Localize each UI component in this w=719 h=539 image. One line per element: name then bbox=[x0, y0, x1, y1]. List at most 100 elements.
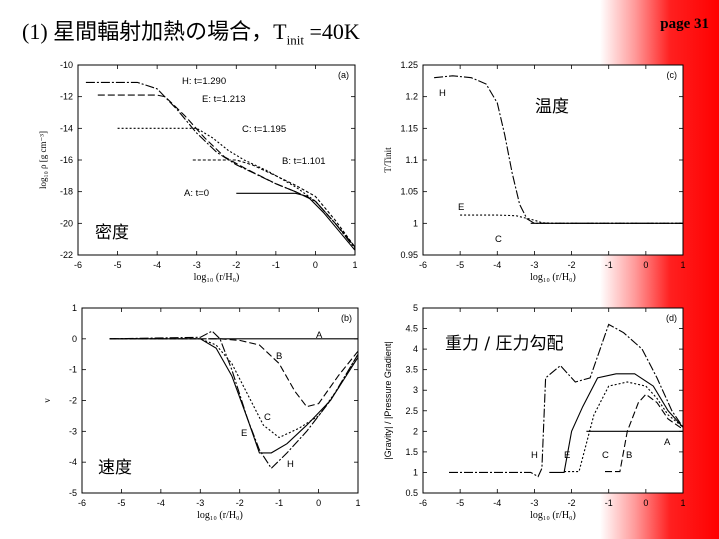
y-tick-label: 1 bbox=[413, 218, 418, 228]
panel-label: (c) bbox=[667, 70, 678, 80]
y-tick-label: -20 bbox=[60, 218, 73, 228]
curve-label: E bbox=[241, 428, 247, 439]
series-line-3 bbox=[564, 381, 684, 473]
x-tick-label: 0 bbox=[313, 260, 318, 270]
y-tick-label: 1.25 bbox=[400, 60, 418, 70]
x-tick-label: -2 bbox=[568, 260, 576, 270]
y-tick-label: 2.5 bbox=[405, 406, 418, 416]
y-tick-label: 1.5 bbox=[405, 447, 418, 457]
series-line-5 bbox=[109, 330, 359, 470]
x-tick-label: 0 bbox=[643, 260, 648, 270]
y-tick-label: 0 bbox=[72, 334, 77, 344]
panel-note: 温度 bbox=[535, 97, 569, 117]
series-line-2 bbox=[605, 393, 684, 473]
y-tick-label: 1 bbox=[72, 303, 77, 313]
series-line-4 bbox=[109, 338, 359, 454]
y-tick-label: 3.5 bbox=[405, 365, 418, 375]
curve-label: E: t=1.213 bbox=[202, 94, 246, 105]
y-tick-label: 5 bbox=[413, 303, 418, 313]
x-tick-label: 1 bbox=[355, 498, 360, 508]
x-tick-label: 0 bbox=[643, 498, 648, 508]
series-line-5 bbox=[85, 81, 356, 250]
x-tick-label: -4 bbox=[493, 260, 501, 270]
y-axis-label: |Gravity| / |Pressure Gradient| bbox=[383, 341, 393, 459]
x-tick-label: -4 bbox=[157, 498, 165, 508]
plot-frame bbox=[77, 64, 356, 256]
x-axis-label: log₁₀ (r/H₀) bbox=[197, 510, 243, 521]
panel-label: (b) bbox=[341, 313, 352, 323]
x-tick-label: -5 bbox=[456, 498, 464, 508]
panel-note: 重力 / 圧力勾配 bbox=[445, 334, 564, 354]
y-axis-label: T/Tinit bbox=[383, 147, 393, 173]
series-line-3 bbox=[434, 75, 683, 224]
panel-note: 密度 bbox=[95, 223, 129, 243]
x-tick-label: -2 bbox=[232, 260, 240, 270]
curve-label: E bbox=[458, 202, 464, 213]
series-line-5 bbox=[449, 323, 684, 478]
curve-label: H bbox=[531, 450, 538, 461]
x-tick-label: -4 bbox=[493, 498, 501, 508]
y-tick-label: 0.95 bbox=[400, 250, 418, 260]
curve-label: C: t=1.195 bbox=[242, 124, 286, 135]
x-tick-label: -3 bbox=[530, 498, 538, 508]
curve-label: H bbox=[287, 459, 294, 470]
panel-label: (d) bbox=[666, 313, 677, 323]
y-tick-label: -3 bbox=[69, 426, 77, 436]
series-line-4 bbox=[549, 373, 684, 473]
y-tick-label: 1.05 bbox=[400, 187, 418, 197]
density-chart: -6 -5 -4 -3 -2 -1 0 1-22-20-18-16-14-12-10log₁₀… bbox=[38, 60, 358, 283]
series-line-2 bbox=[109, 338, 359, 408]
y-tick-label: -5 bbox=[69, 488, 77, 498]
y-tick-label: -2 bbox=[69, 396, 77, 406]
y-tick-label: 1.15 bbox=[400, 123, 418, 133]
series-line-3 bbox=[117, 127, 356, 248]
series-line-2 bbox=[192, 159, 356, 248]
x-tick-label: 1 bbox=[680, 260, 685, 270]
slide-title: (1) 星間輻射加熱の場合，Tinit =40K bbox=[22, 19, 360, 48]
curve-label: B bbox=[626, 450, 632, 461]
curve-label: C bbox=[602, 450, 609, 461]
panel-label: (a) bbox=[338, 70, 349, 80]
y-tick-label: 4.5 bbox=[405, 324, 418, 334]
x-tick-label: 0 bbox=[316, 498, 321, 508]
x-tick-label: -1 bbox=[275, 498, 283, 508]
x-tick-label: -5 bbox=[456, 260, 464, 270]
x-tick-label: -6 bbox=[78, 498, 86, 508]
y-axis-label: v bbox=[42, 398, 52, 403]
y-tick-label: -12 bbox=[60, 92, 73, 102]
y-tick-label: -4 bbox=[69, 457, 77, 467]
y-tick-label: -16 bbox=[60, 155, 73, 165]
x-tick-label: -1 bbox=[272, 260, 280, 270]
y-tick-label: 1.2 bbox=[405, 92, 418, 102]
x-tick-label: -6 bbox=[419, 498, 427, 508]
plot-frame bbox=[422, 64, 684, 256]
y-tick-label: 3 bbox=[413, 385, 418, 395]
x-tick-label: -6 bbox=[419, 260, 427, 270]
curve-label: B: t=1.101 bbox=[282, 156, 326, 167]
x-tick-label: -1 bbox=[605, 498, 613, 508]
x-tick-label: -5 bbox=[114, 260, 122, 270]
y-tick-label: -14 bbox=[60, 123, 73, 133]
series-line-1 bbox=[236, 192, 356, 251]
curve-label: C bbox=[264, 412, 271, 423]
curve-label: B bbox=[276, 351, 282, 362]
curve-label: A bbox=[664, 437, 671, 448]
y-tick-label: -1 bbox=[69, 365, 77, 375]
x-tick-label: -1 bbox=[605, 260, 613, 270]
x-axis-label: log₁₀ (r/H₀) bbox=[194, 272, 240, 283]
x-tick-label: -3 bbox=[193, 260, 201, 270]
x-axis-label: log₁₀ (r/H₀) bbox=[530, 510, 576, 521]
x-tick-label: -3 bbox=[196, 498, 204, 508]
x-tick-label: -6 bbox=[74, 260, 82, 270]
x-axis-label: log₁₀ (r/H₀) bbox=[530, 272, 576, 283]
curve-label: A: t=0 bbox=[184, 188, 209, 199]
curve-label: C bbox=[495, 234, 502, 245]
temperature-chart: -6 -5 -4 -3 -2 -1 0 1 0.95 1 1.05 1.1 1.15 1.2 1.25 log… bbox=[383, 60, 686, 283]
x-tick-label: -2 bbox=[568, 498, 576, 508]
y-tick-label: 1 bbox=[413, 467, 418, 477]
curve-label: H bbox=[439, 88, 446, 99]
y-tick-label: 4 bbox=[413, 344, 418, 354]
y-tick-label: -10 bbox=[60, 60, 73, 70]
x-tick-label: -4 bbox=[153, 260, 161, 270]
